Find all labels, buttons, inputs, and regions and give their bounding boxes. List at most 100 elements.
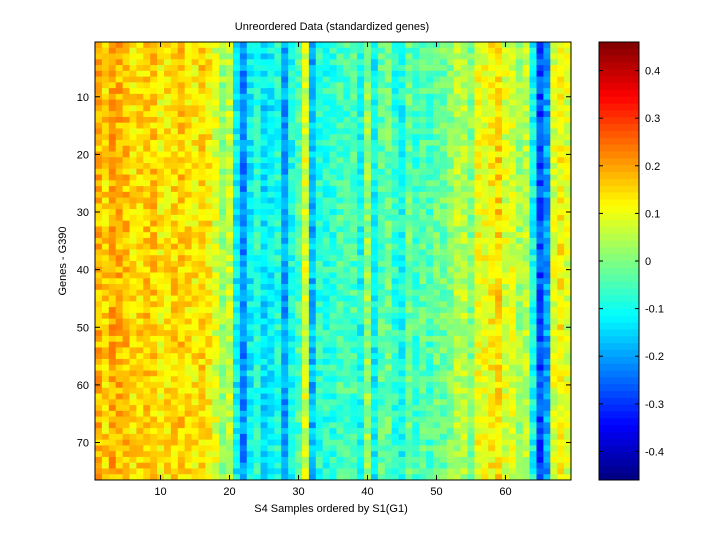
heatmap-cell [212, 284, 220, 291]
heatmap-cell [370, 312, 379, 320]
heatmap-cell [267, 139, 275, 147]
heatmap-cell [536, 451, 544, 458]
heatmap-cell [177, 347, 186, 354]
heatmap-cell [350, 261, 358, 268]
heatmap-cell [391, 301, 399, 308]
heatmap-cell [433, 116, 441, 124]
heatmap-cell [433, 145, 441, 152]
heatmap-cell [412, 93, 420, 101]
heatmap-cell [239, 416, 248, 423]
heatmap-cell [115, 59, 123, 66]
heatmap-cell [122, 145, 130, 152]
heatmap-cell [184, 307, 192, 314]
heatmap-cell [377, 186, 386, 193]
heatmap-cell [529, 128, 537, 135]
heatmap-cell [295, 393, 303, 400]
heatmap-cell [536, 324, 544, 331]
heatmap-cell [212, 128, 220, 135]
heatmap-cell [412, 88, 420, 95]
heatmap-cell [474, 237, 482, 245]
heatmap-cell [143, 278, 151, 285]
heatmap-cell [115, 335, 123, 343]
heatmap-cell [232, 145, 241, 152]
heatmap-cell [412, 330, 420, 337]
heatmap-cell [460, 347, 468, 354]
heatmap-cell [239, 180, 248, 187]
heatmap-cell [308, 445, 317, 452]
heatmap-cell [343, 116, 351, 124]
heatmap-cell [343, 82, 351, 89]
heatmap-cell [136, 47, 144, 54]
heatmap-cell [453, 134, 462, 141]
heatmap-cell [101, 376, 110, 383]
heatmap-cell [370, 295, 379, 302]
heatmap-cell [315, 307, 324, 314]
heatmap-cell [322, 266, 330, 273]
heatmap-cell [357, 382, 365, 389]
heatmap-cell [515, 341, 524, 348]
heatmap-cell [522, 439, 531, 446]
heatmap-cell [177, 376, 186, 383]
heatmap-cell [239, 168, 248, 175]
heatmap-cell [522, 382, 531, 389]
heatmap-cell [398, 295, 406, 302]
heatmap-cell [364, 364, 372, 371]
heatmap-cell [502, 163, 510, 170]
heatmap-cell [357, 445, 365, 452]
heatmap-cell [336, 393, 344, 400]
heatmap-cell [301, 341, 310, 348]
heatmap-cell [460, 353, 468, 360]
heatmap-cell [412, 341, 420, 348]
heatmap-cell [557, 99, 565, 106]
heatmap-cell [212, 341, 220, 348]
heatmap-cell [522, 318, 531, 325]
heatmap-cell [205, 341, 213, 348]
heatmap-cell [274, 284, 282, 291]
heatmap-cell [274, 220, 282, 227]
heatmap-cell [419, 197, 427, 204]
heatmap-cell [419, 307, 427, 314]
heatmap-cell [474, 47, 482, 54]
heatmap-cell [550, 93, 558, 101]
heatmap-cell [481, 232, 489, 239]
heatmap-cell [157, 145, 165, 152]
heatmap-cell [508, 174, 517, 181]
heatmap-cell [157, 180, 165, 187]
heatmap-cell [343, 405, 351, 412]
heatmap-cell [543, 197, 551, 204]
heatmap-cell [446, 382, 455, 389]
heatmap-cell [281, 65, 289, 72]
heatmap-cell [219, 318, 227, 325]
heatmap-cell [191, 134, 199, 141]
heatmap-cell [522, 284, 531, 291]
heatmap-cell [384, 324, 393, 331]
heatmap-cell [384, 451, 393, 458]
heatmap-cell [95, 278, 103, 285]
heatmap-cell [467, 278, 475, 285]
heatmap-cell [391, 312, 399, 320]
heatmap-cell [350, 335, 358, 343]
heatmap-cell [377, 145, 386, 152]
heatmap-cell [515, 301, 524, 308]
heatmap-cell [101, 358, 110, 366]
heatmap-cell [212, 266, 220, 273]
heatmap-cell [536, 180, 544, 187]
heatmap-cell [377, 139, 386, 147]
heatmap-cell [295, 370, 303, 377]
heatmap-cell [391, 237, 399, 245]
heatmap-cell [522, 387, 531, 394]
heatmap-cell [232, 405, 241, 412]
heatmap-cell [108, 209, 117, 216]
heatmap-cell [502, 255, 510, 262]
heatmap-cell [150, 180, 158, 187]
heatmap-cell [543, 139, 551, 147]
heatmap-cell [495, 88, 503, 95]
heatmap-cell [343, 278, 351, 285]
heatmap-cell [515, 163, 524, 170]
heatmap-cell [288, 134, 296, 141]
heatmap-cell [405, 451, 413, 458]
heatmap-cell [184, 88, 192, 95]
heatmap-cell [212, 272, 220, 279]
heatmap-cell [529, 416, 537, 423]
heatmap-cell [329, 128, 337, 135]
